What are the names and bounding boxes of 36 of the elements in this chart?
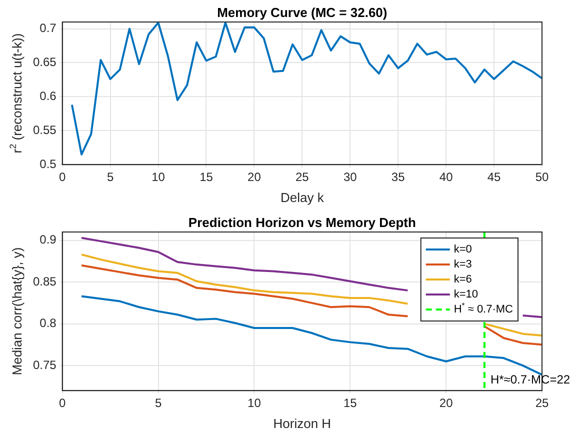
x-tick-label: 25 <box>535 396 549 410</box>
legend-label: k=3 <box>454 258 472 271</box>
x-tick-label: 30 <box>343 170 358 184</box>
y-tick-label: 0.9 <box>40 232 57 247</box>
legend-label: k=0 <box>454 244 472 256</box>
x-tick-label: 10 <box>152 170 166 184</box>
x-tick-label: 15 <box>200 170 214 184</box>
y-tick-label: 0.85 <box>32 274 57 288</box>
y-axis-title: r2 (reconstruct u(t-k)) <box>8 33 25 154</box>
x-tick-label: 10 <box>248 396 262 410</box>
x-tick-label: 35 <box>391 170 406 184</box>
y-tick-label: 0.55 <box>32 122 57 137</box>
x-tick-label: 0 <box>59 170 66 184</box>
x-tick-label: 20 <box>439 396 454 410</box>
chart-title: Memory Curve (MC = 32.60) <box>217 5 388 20</box>
y-tick-label: 0.65 <box>32 55 57 70</box>
x-axis-title: Horizon H <box>273 416 332 432</box>
legend-label: k=6 <box>454 274 472 286</box>
y-tick-label: 0.75 <box>32 358 57 372</box>
x-tick-label: 25 <box>296 170 310 184</box>
y-axis-title: Median corr(\hat{y}, y) <box>10 247 25 376</box>
y-tick-label: 0.7 <box>40 21 57 36</box>
x-tick-label: 5 <box>154 396 162 410</box>
legend-label: k=10 <box>454 288 478 301</box>
x-tick-label: 5 <box>106 170 114 184</box>
x-tick-label: 0 <box>59 396 66 410</box>
x-tick-label: 45 <box>487 170 502 184</box>
y-tick-label: 0.6 <box>40 89 57 104</box>
x-tick-label: 20 <box>248 170 262 184</box>
x-tick-label: 15 <box>343 396 358 410</box>
y-tick-label: 0.8 <box>40 316 57 330</box>
y-tick-label: 0.5 <box>40 156 57 171</box>
x-tick-label: 40 <box>439 170 454 184</box>
x-tick-label: 50 <box>535 170 549 184</box>
chart-title: Prediction Horizon vs Memory Depth <box>188 215 416 230</box>
x-axis-title: Delay k <box>280 190 324 206</box>
